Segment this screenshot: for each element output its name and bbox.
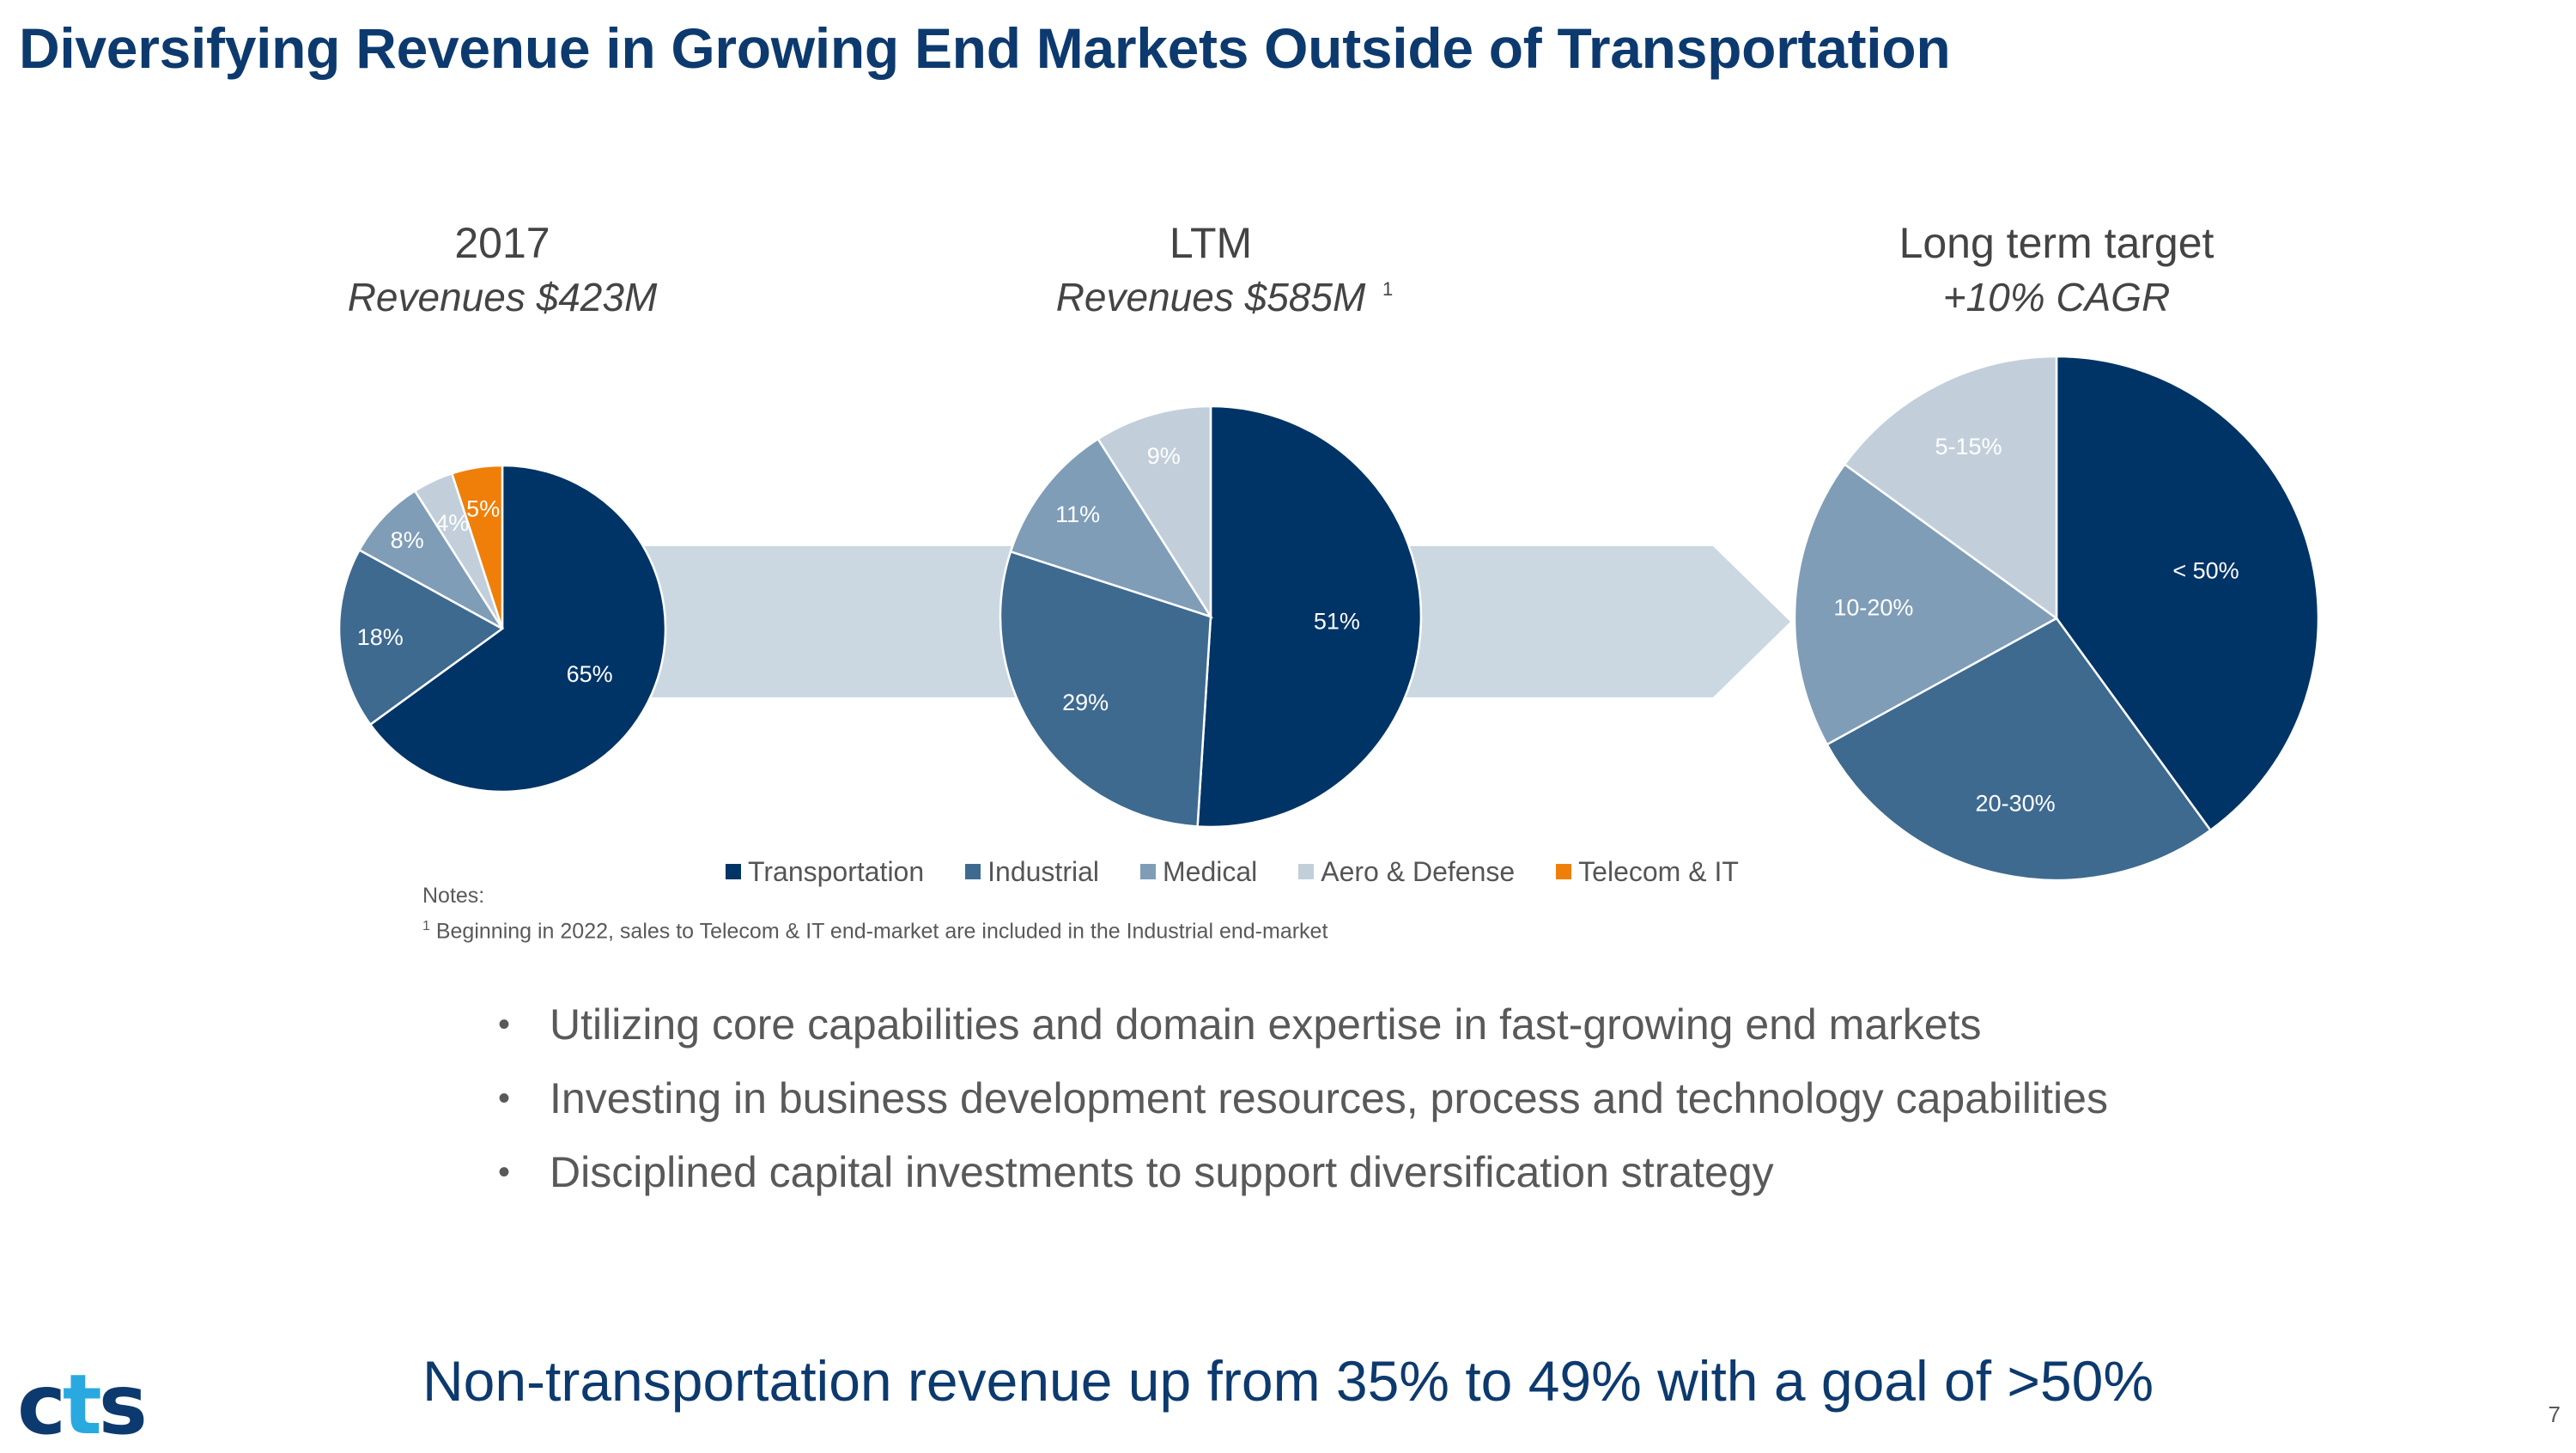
pie-data-label: 10-20% — [1833, 595, 1913, 621]
pie-data-label: 20-30% — [1976, 790, 2056, 816]
page-number: 7 — [2548, 1401, 2561, 1427]
notes-heading: Notes: — [422, 884, 485, 908]
pie-data-label: 18% — [357, 624, 404, 650]
pie-title: 2017 — [454, 219, 550, 267]
pie-slice-medical — [1793, 462, 2059, 746]
footnote-marker: 1 — [422, 919, 430, 933]
bullet-dot-icon: • — [498, 1152, 511, 1191]
page-title: Diversifying Revenue in Growing End Mark… — [19, 16, 1951, 80]
bullet-text: Utilizing core capabilities and domain e… — [550, 1000, 1982, 1049]
pie-title: Long term target — [1899, 219, 2215, 267]
pie-title: LTM — [1170, 219, 1252, 267]
pie-data-label: 29% — [1062, 690, 1109, 715]
pie-data-label: 9% — [1147, 443, 1181, 469]
pie-data-label: 65% — [567, 661, 613, 687]
pie-subtitle: Revenues $585M — [1056, 275, 1366, 319]
legend-swatch-industrial — [965, 864, 981, 879]
footnote-text: Beginning in 2022, sales to Telecom & IT… — [429, 919, 1328, 944]
pie-data-label: 5-15% — [1935, 434, 2002, 459]
pie-slice-aero-defense — [1096, 404, 1212, 621]
legend-swatch-transportation — [726, 864, 741, 879]
cts-logo: cts — [17, 1357, 148, 1453]
legend-swatch-medical — [1139, 864, 1156, 879]
chart-legend: Transportation Industrial Medical Aero &… — [726, 852, 1739, 891]
legend-label: Medical — [1162, 855, 1258, 887]
bullet-list: • Utilizing core capabilities and domain … — [498, 988, 2108, 1209]
notes-footnote: 1 Beginning in 2022, sales to Telecom & … — [422, 911, 1327, 946]
bullet-item: • Investing in business development resou… — [498, 1061, 2108, 1135]
pie-slice-industrial — [1826, 617, 2213, 882]
legend-item-telecom-it: Telecom & IT — [1556, 856, 1739, 888]
pie-subtitle: +10% CAGR — [1943, 275, 2171, 319]
pie-subtitle-footnote: 1 — [1382, 278, 1393, 300]
legend-label: Telecom & IT — [1578, 855, 1739, 887]
pie-slice-telecom-it — [450, 464, 504, 629]
pie-slice-transportation — [2055, 355, 2320, 832]
pie-data-label: < 50% — [2172, 557, 2239, 583]
bullet-item: • Disciplined capital investments to supp… — [498, 1135, 2108, 1209]
pie-slice-transportation — [368, 464, 667, 793]
legend-swatch-aero-defense — [1298, 864, 1315, 879]
legend-item-medical: Medical — [1139, 855, 1258, 888]
pie-slice-medical — [1009, 437, 1213, 619]
bullet-dot-icon: • — [498, 1079, 511, 1117]
pie-slice-transportation — [1196, 404, 1423, 829]
legend-label: Industrial — [987, 855, 1099, 887]
pie-data-label: 8% — [391, 527, 424, 553]
bullet-text: Investing in business development resour… — [550, 1074, 2108, 1122]
bullet-text: Disciplined capital investments to suppo… — [550, 1148, 1774, 1196]
pie-data-label: 4% — [435, 510, 469, 536]
pie-data-label: 5% — [466, 495, 500, 521]
legend-item-transportation: Transportation — [726, 856, 924, 888]
pie-slice-aero-defense — [1843, 355, 2058, 621]
pie-data-label: 51% — [1314, 609, 1360, 635]
pie-subtitle: Revenues $423M — [348, 275, 658, 319]
bullet-dot-icon: • — [498, 1005, 511, 1043]
key-takeaway: Non-transportation revenue up from 35% t… — [422, 1349, 2154, 1413]
legend-label: Transportation — [748, 855, 925, 887]
legend-label: Aero & Defense — [1321, 855, 1516, 887]
pie-slice-industrial — [999, 550, 1212, 828]
legend-item-industrial: Industrial — [965, 856, 1099, 888]
pie-slice-industrial — [337, 548, 505, 726]
notes: Notes: 1 Beginning in 2022, sales to Tel… — [422, 881, 1327, 946]
pie-slice-medical — [357, 489, 504, 630]
legend-swatch-telecom-it — [1556, 864, 1572, 879]
bullet-item: • Utilizing core capabilities and domain … — [498, 988, 2108, 1061]
legend-item-aero-defense: Aero & Defense — [1298, 856, 1515, 888]
pie-data-label: 11% — [1055, 502, 1100, 527]
